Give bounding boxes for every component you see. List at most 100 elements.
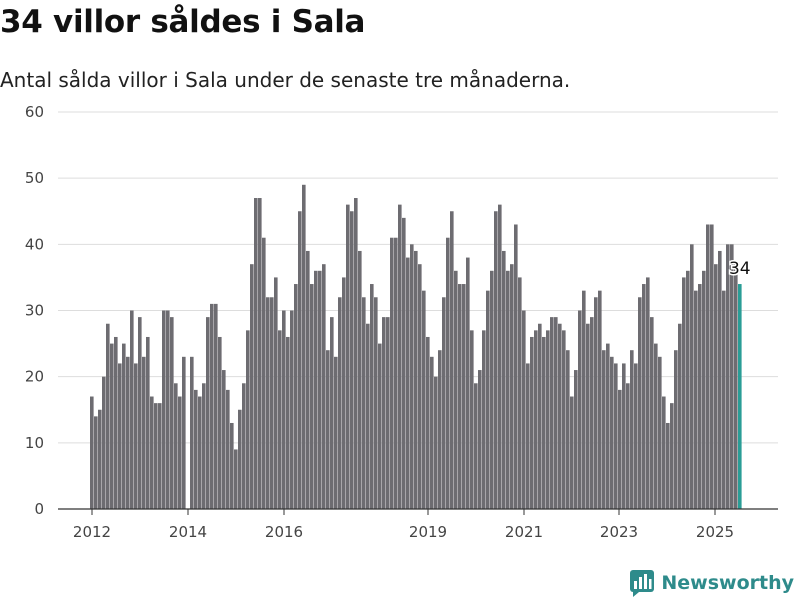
bar bbox=[310, 284, 314, 509]
bar bbox=[162, 310, 166, 509]
bar bbox=[90, 396, 94, 509]
y-tick-label: 0 bbox=[34, 500, 44, 518]
bar bbox=[458, 284, 462, 509]
bar bbox=[454, 270, 458, 509]
bar bbox=[222, 370, 226, 509]
bar bbox=[326, 350, 330, 509]
bar bbox=[670, 403, 674, 509]
bar bbox=[242, 383, 246, 509]
bar bbox=[686, 270, 690, 509]
bar bbox=[238, 409, 242, 509]
bar bbox=[170, 317, 174, 509]
x-tick-label: 2021 bbox=[505, 523, 543, 541]
bar bbox=[590, 317, 594, 509]
bar bbox=[462, 284, 466, 509]
chart-axes bbox=[58, 508, 778, 515]
bar bbox=[178, 396, 182, 509]
bar bbox=[290, 310, 294, 509]
bar bbox=[126, 356, 130, 509]
bar bbox=[282, 310, 286, 509]
bar bbox=[190, 356, 194, 509]
bar bbox=[138, 317, 142, 509]
x-tick-label: 2012 bbox=[73, 523, 111, 541]
bar bbox=[398, 204, 402, 509]
bar bbox=[198, 396, 202, 509]
bar bbox=[418, 264, 422, 509]
bar bbox=[322, 264, 326, 509]
bar bbox=[102, 376, 106, 509]
x-tick-label: 2023 bbox=[600, 523, 638, 541]
bar bbox=[142, 356, 146, 509]
bar bbox=[94, 416, 98, 509]
bar bbox=[514, 224, 518, 509]
bar bbox=[270, 297, 274, 509]
bar bbox=[706, 224, 710, 509]
bar bbox=[538, 323, 542, 509]
bar bbox=[610, 356, 614, 509]
bar bbox=[714, 264, 718, 509]
y-tick-label: 20 bbox=[25, 368, 44, 386]
bar bbox=[146, 336, 150, 509]
bar bbox=[226, 389, 230, 509]
bar-current bbox=[738, 284, 742, 509]
bar bbox=[346, 204, 350, 509]
bar bbox=[650, 317, 654, 509]
bar bbox=[690, 244, 694, 510]
brand: Newsworthy bbox=[629, 569, 794, 597]
bar bbox=[698, 284, 702, 509]
bar bbox=[438, 350, 442, 509]
bar bbox=[214, 303, 218, 509]
bar bbox=[586, 323, 590, 509]
x-tick-label: 2019 bbox=[409, 523, 447, 541]
bar bbox=[394, 237, 398, 509]
bar bbox=[350, 211, 354, 509]
bar bbox=[154, 403, 158, 509]
bar bbox=[450, 211, 454, 509]
bar bbox=[382, 317, 386, 509]
bar bbox=[342, 277, 346, 509]
bar bbox=[710, 224, 714, 509]
bar bbox=[402, 217, 406, 509]
bar bbox=[726, 244, 730, 510]
bar bbox=[730, 244, 734, 510]
x-tick-label: 2025 bbox=[696, 523, 734, 541]
bar bbox=[642, 284, 646, 509]
bar bbox=[582, 290, 586, 509]
bar bbox=[358, 250, 362, 509]
bar bbox=[442, 297, 446, 509]
bar bbox=[278, 330, 282, 509]
bar bbox=[638, 297, 642, 509]
bar bbox=[202, 383, 206, 509]
bar bbox=[682, 277, 686, 509]
brand-name: Newsworthy bbox=[661, 572, 794, 594]
x-tick-label: 2014 bbox=[169, 523, 207, 541]
y-tick-label: 50 bbox=[25, 169, 44, 187]
bar bbox=[362, 297, 366, 509]
bar bbox=[118, 363, 122, 509]
chart-bars bbox=[90, 184, 742, 510]
bar bbox=[306, 250, 310, 509]
bar bbox=[562, 330, 566, 509]
bar bbox=[318, 270, 322, 509]
bar bbox=[646, 277, 650, 509]
bar bbox=[218, 336, 222, 509]
bar bbox=[330, 317, 334, 509]
bar bbox=[578, 310, 582, 509]
bar bbox=[298, 211, 302, 509]
bar bbox=[466, 257, 470, 509]
bar bbox=[130, 310, 134, 509]
bar bbox=[498, 204, 502, 509]
bar bbox=[166, 310, 170, 509]
bar bbox=[614, 363, 618, 509]
bar bbox=[338, 297, 342, 509]
bar bbox=[210, 303, 214, 509]
bar bbox=[482, 330, 486, 509]
bar bbox=[334, 356, 338, 509]
chart-labels: 0 10 20 30 40 50 60 2012 2014 2016 2019 2021 2023 202… bbox=[25, 103, 752, 541]
bar bbox=[522, 310, 526, 509]
bar bbox=[182, 356, 186, 509]
bar bbox=[286, 336, 290, 509]
bar bbox=[406, 257, 410, 509]
bar bbox=[150, 396, 154, 509]
bar bbox=[366, 323, 370, 509]
